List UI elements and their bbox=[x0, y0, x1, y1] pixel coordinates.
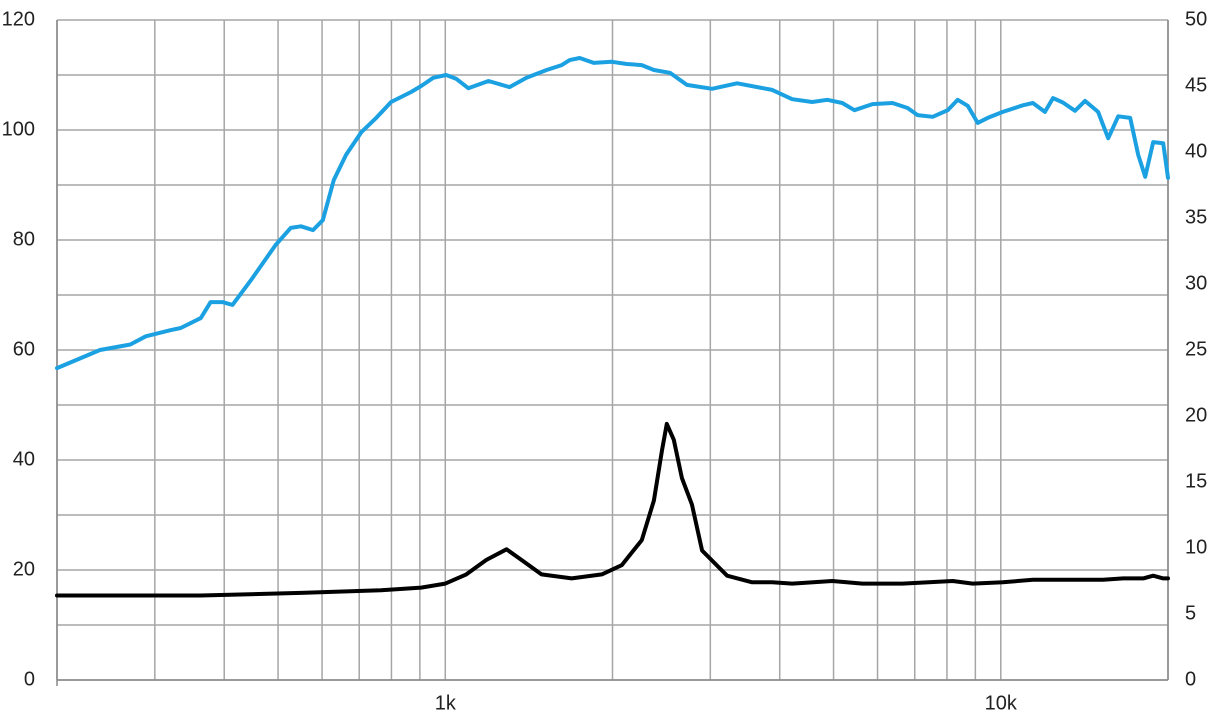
y-tick-label: 100 bbox=[2, 118, 35, 140]
y2-tick-label: 30 bbox=[1185, 272, 1207, 294]
y2-tick-label: 50 bbox=[1185, 8, 1207, 30]
y-tick-label: 60 bbox=[13, 338, 35, 360]
y2-tick-label: 20 bbox=[1185, 404, 1207, 426]
y2-tick-label: 10 bbox=[1185, 536, 1207, 558]
y2-tick-label: 0 bbox=[1185, 668, 1196, 690]
y2-tick-label: 45 bbox=[1185, 74, 1207, 96]
x-tick-label: 10k bbox=[985, 692, 1018, 714]
y-tick-label: 20 bbox=[13, 558, 35, 580]
y-tick-label: 80 bbox=[13, 228, 35, 250]
y2-tick-label: 5 bbox=[1185, 602, 1196, 624]
series-line bbox=[55, 421, 1170, 598]
y2-tick-label: 40 bbox=[1185, 140, 1207, 162]
y-tick-label: 0 bbox=[24, 668, 35, 690]
y2-tick-label: 15 bbox=[1185, 470, 1207, 492]
y2-tick-label: 35 bbox=[1185, 206, 1207, 228]
y-tick-label: 40 bbox=[13, 448, 35, 470]
series-line bbox=[55, 56, 1170, 371]
x-tick-label: 1k bbox=[435, 692, 457, 714]
y-tick-label: 120 bbox=[2, 8, 35, 30]
y2-tick-label: 25 bbox=[1185, 338, 1207, 360]
